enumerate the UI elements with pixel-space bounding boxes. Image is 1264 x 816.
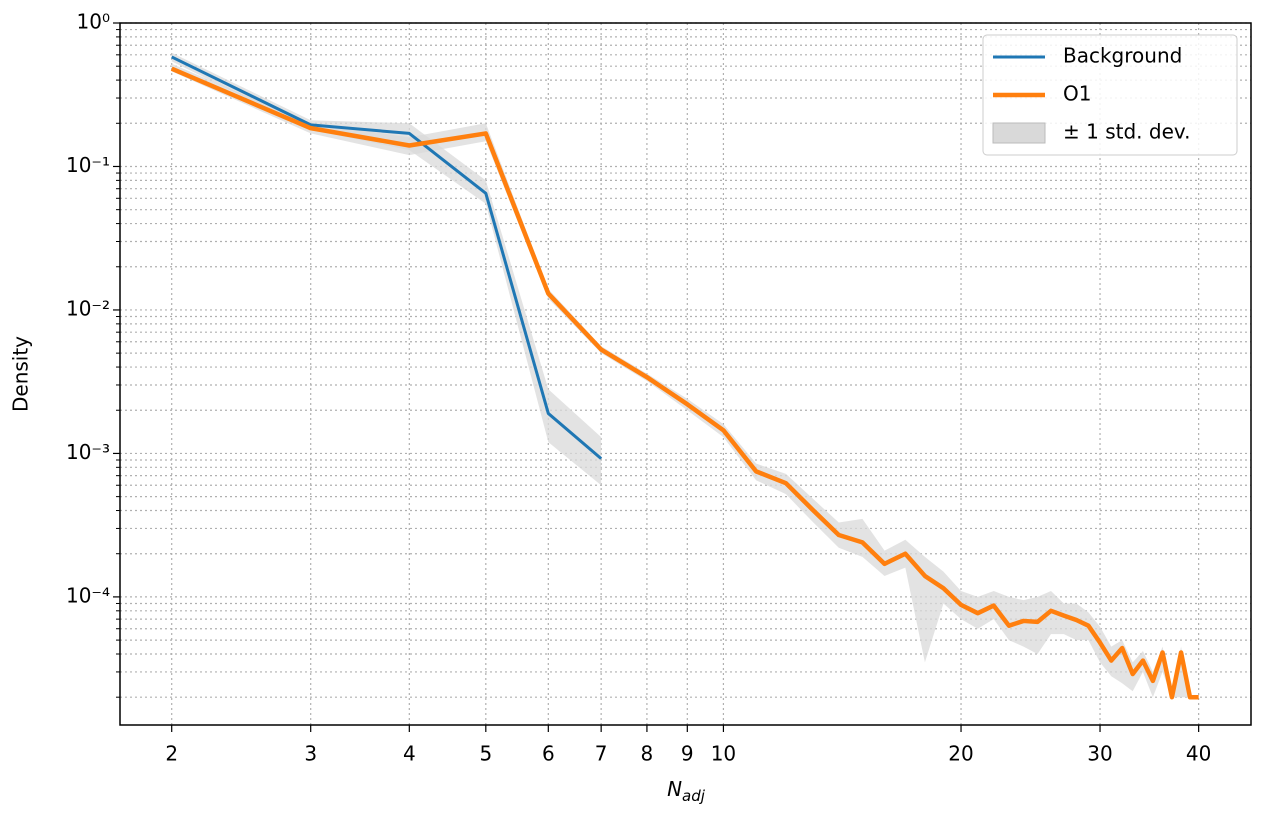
legend-label: ± 1 std. dev.: [1063, 120, 1191, 144]
y-tick-label: 10⁻¹: [66, 153, 110, 177]
x-tick-label: 40: [1186, 742, 1211, 766]
x-tick-label: 20: [948, 742, 973, 766]
legend-label: O1: [1063, 82, 1091, 106]
x-tick-label: 9: [681, 742, 694, 766]
x-tick-label: 3: [304, 742, 317, 766]
x-tick-label: 5: [479, 742, 492, 766]
x-tick-label: 6: [542, 742, 555, 766]
y-tick-label: 10⁰: [77, 10, 110, 34]
series-line: [171, 55, 603, 460]
x-tick-label: 4: [403, 742, 416, 766]
legend-swatch: [992, 122, 1046, 144]
std-band: [171, 63, 1199, 698]
y-tick-label: 10⁻³: [66, 440, 110, 464]
x-axis-label-sub: adj: [682, 787, 706, 805]
x-axis-label-main: N: [667, 777, 682, 801]
x-tick-label: 7: [595, 742, 608, 766]
y-tick-label: 10⁻²: [66, 296, 110, 320]
x-tick-label: 8: [641, 742, 654, 766]
legend-box: [982, 34, 1238, 156]
y-axis-label: Density: [9, 336, 33, 412]
legend-label: Background: [1063, 44, 1182, 68]
x-tick-label: 10: [711, 742, 736, 766]
y-tick-label: 10⁻⁴: [66, 583, 110, 607]
x-tick-label: 2: [165, 742, 178, 766]
x-axis-label: Nadj: [667, 777, 706, 805]
x-tick-label: 30: [1087, 742, 1112, 766]
plot-frame: [119, 22, 1252, 726]
series-line: [170, 66, 1199, 700]
